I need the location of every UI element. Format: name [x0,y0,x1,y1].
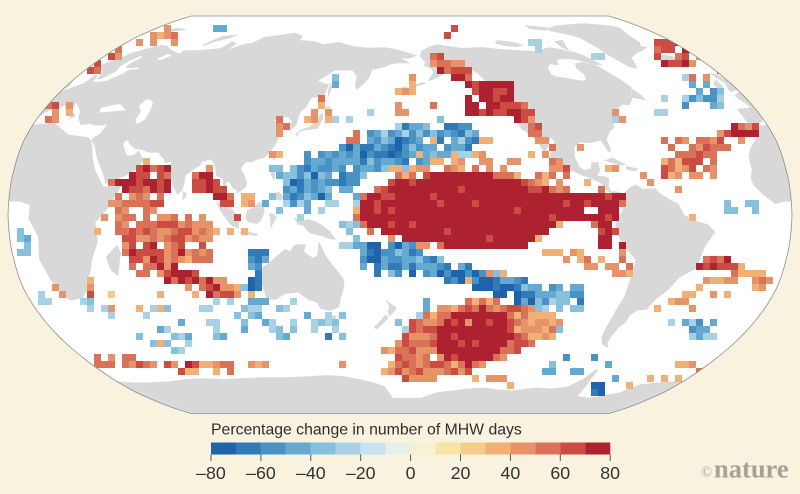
svg-text:©: © [701,465,712,481]
svg-text:40: 40 [501,463,521,483]
svg-text:Percentage change in number of: Percentage change in number of MHW days [211,422,522,439]
svg-text:nature: nature [714,454,789,484]
svg-text:80: 80 [600,463,620,483]
svg-text:–60: –60 [246,463,276,483]
svg-text:–20: –20 [346,463,376,483]
svg-text:20: 20 [451,463,471,483]
svg-text:0: 0 [406,463,416,483]
svg-text:60: 60 [550,463,570,483]
svg-text:–80: –80 [196,463,226,483]
svg-text:–40: –40 [296,463,326,483]
